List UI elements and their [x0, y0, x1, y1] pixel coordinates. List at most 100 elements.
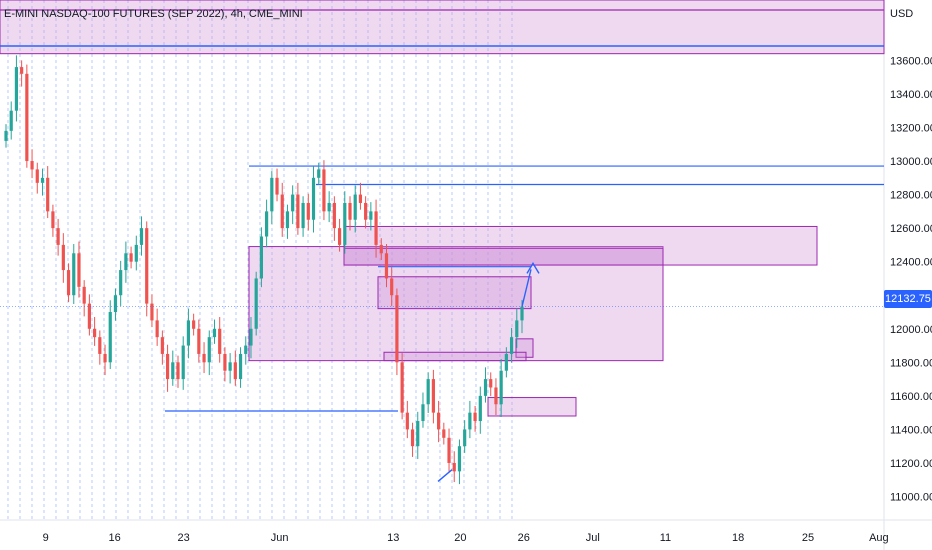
price-axis-label: 12800.00 — [890, 190, 932, 202]
time-axis-label: 25 — [802, 532, 814, 544]
time-axis-label: Aug — [869, 532, 889, 544]
time-axis-label: 13 — [387, 532, 399, 544]
supply-demand-zone — [487, 397, 577, 417]
candle-body — [249, 328, 253, 346]
candle-body — [171, 362, 175, 380]
currency-label: USD — [890, 8, 914, 20]
candle-body — [384, 253, 389, 279]
candle-body — [431, 379, 435, 413]
time-axis-label: 18 — [732, 532, 744, 544]
candle-body — [489, 379, 493, 388]
candle-body — [478, 395, 482, 422]
candle-body — [280, 194, 284, 229]
candle-body — [46, 177, 50, 212]
candle-body — [14, 67, 19, 111]
candle-body — [369, 211, 373, 220]
candle-body — [56, 228, 60, 245]
price-axis-label: 11800.00 — [890, 357, 932, 369]
candle-body — [332, 202, 336, 229]
projection-arrow — [521, 269, 532, 307]
candle-body — [186, 320, 191, 346]
price-axis-label: 12600.00 — [890, 223, 932, 235]
candle-body — [259, 236, 263, 279]
candle-body — [343, 202, 347, 245]
candle-body — [437, 412, 441, 430]
price-axis-label: 11400.00 — [890, 424, 932, 436]
price-axis-label: 13600.00 — [890, 55, 932, 67]
candle-body — [139, 228, 144, 245]
candle-body — [337, 228, 342, 245]
candle-body — [301, 202, 305, 229]
candle-body — [238, 353, 243, 380]
candle-body — [192, 320, 196, 329]
candle-body — [520, 306, 524, 321]
candle-body — [358, 194, 363, 203]
candle-body — [93, 328, 97, 338]
candle-body — [134, 244, 138, 262]
candle-body — [270, 177, 274, 212]
candle-body — [25, 73, 29, 162]
candle-body — [244, 345, 248, 354]
candle-body — [82, 286, 86, 304]
candle-body — [72, 253, 76, 296]
time-axis-label: 16 — [109, 532, 121, 544]
candle-body — [327, 202, 331, 212]
candle-body — [509, 337, 514, 354]
candle-body — [468, 412, 472, 430]
candle-body — [254, 278, 258, 329]
candle-body — [207, 337, 211, 363]
candle-body — [442, 429, 446, 438]
candle-body — [364, 202, 368, 220]
candle-body — [202, 353, 206, 363]
candle-body — [348, 202, 352, 220]
candle-body — [9, 110, 13, 131]
candle-body — [426, 379, 430, 405]
candle-body — [322, 169, 326, 212]
time-axis-label: 26 — [518, 532, 530, 544]
candle-body — [285, 211, 290, 229]
candle-body — [353, 194, 357, 220]
candle-body — [87, 303, 91, 329]
time-axis-label: Jun — [271, 532, 289, 544]
candle-body — [129, 253, 133, 262]
price-axis-label: 11000.00 — [890, 492, 932, 504]
candle-body — [35, 169, 39, 183]
arrow-head — [526, 261, 540, 274]
price-axis-label: 11200.00 — [890, 458, 932, 470]
candle-body — [181, 345, 185, 380]
candle-body — [197, 328, 201, 354]
candle-body — [390, 278, 394, 296]
candle-body — [160, 337, 164, 354]
candle-body — [145, 228, 149, 304]
candle-body — [4, 130, 8, 141]
candle-body — [223, 353, 227, 371]
candle-body — [306, 202, 310, 220]
price-axis-label: 13400.00 — [890, 89, 932, 101]
supply-demand-zone — [248, 246, 664, 362]
candle-body — [265, 211, 269, 237]
price-axis-label: 12000.00 — [890, 324, 932, 336]
candle-body — [317, 169, 321, 178]
candle-body — [291, 194, 295, 212]
candle-body — [483, 379, 488, 396]
time-axis-label: Jul — [586, 532, 600, 544]
candle-body — [379, 244, 383, 254]
supply-demand-zone — [383, 351, 527, 362]
candle-body — [61, 244, 65, 271]
candle-body — [51, 211, 55, 229]
candle-body — [212, 328, 217, 338]
time-axis-label: 20 — [454, 532, 466, 544]
candle-body — [405, 412, 409, 430]
candle-body — [504, 353, 508, 371]
candle-body — [447, 437, 451, 463]
candle-body — [98, 337, 102, 354]
candle-body — [275, 177, 279, 195]
candle-body — [494, 387, 498, 405]
candle-body — [40, 177, 45, 183]
price-axis-label: 12400.00 — [890, 257, 932, 269]
price-axis-label: 13200.00 — [890, 122, 932, 134]
price-axis-label: 11600.00 — [890, 391, 932, 403]
candle-body — [30, 161, 34, 170]
